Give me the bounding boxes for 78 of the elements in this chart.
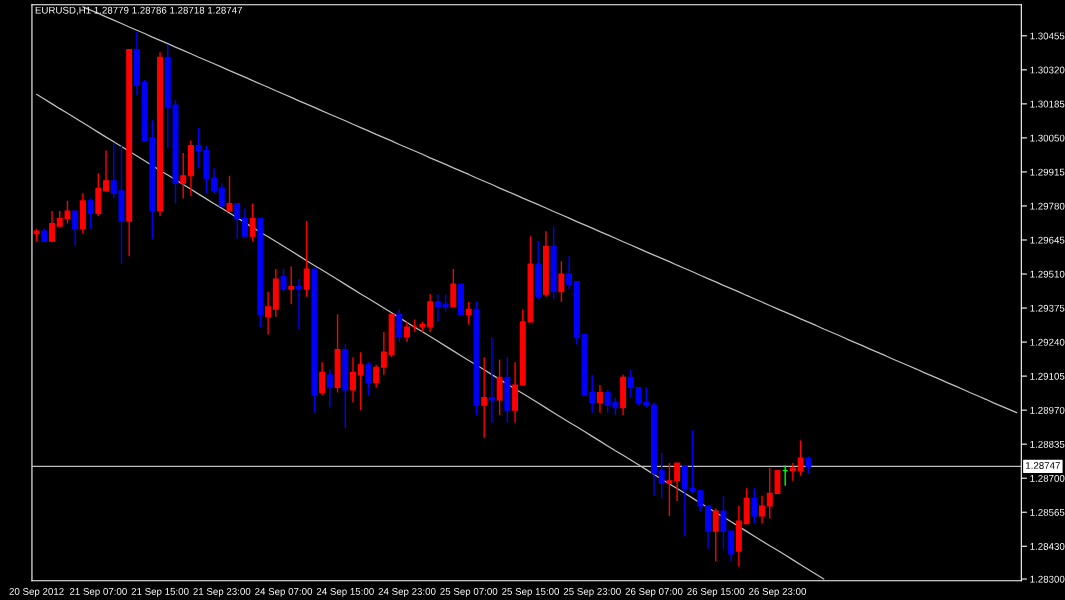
y-tick-label: 1.29510 [1030,270,1065,278]
candlestick [49,210,55,242]
candlestick [72,210,79,247]
y-tick-label: 1.29240 [1030,338,1065,346]
y-tick-label: 1.29105 [1030,372,1065,380]
candlestick [465,301,472,326]
candlestick [496,359,503,416]
candlestick [797,439,804,477]
candlestick [280,268,287,293]
candlestick [666,462,673,517]
candlestick [404,321,410,343]
candlestick [720,495,727,550]
candlestick [450,268,457,308]
candlestick [597,384,603,414]
x-tick-label: 21 Sep 15:00 [131,588,189,597]
y-tick-label: 1.30185 [1030,100,1065,108]
candlestick [380,331,387,376]
ref-line-label: 1.28747 [1026,462,1060,469]
candlestick [180,152,187,200]
y-tick-label: 1.28835 [1030,440,1065,448]
x-tick-label: 25 Sep 15:00 [502,588,560,597]
y-tick-label: 1.28565 [1030,508,1065,516]
x-tick-label: 21 Sep 07:00 [69,588,127,597]
candlestick [373,364,380,389]
candlestick [226,175,233,212]
y-tick-label: 1.30455 [1030,32,1065,40]
candlestick [712,507,719,563]
y-tick-label: 1.29375 [1030,304,1065,312]
candlestick [674,462,681,502]
candlestick [87,197,94,230]
x-tick-label: 26 Sep 07:00 [625,588,683,597]
candlestick [627,369,634,399]
candlestick [365,361,372,396]
x-tick-label: 21 Sep 23:00 [193,588,251,597]
y-tick-label: 1.28430 [1030,543,1065,550]
candlestick [728,530,735,563]
y-tick-label: 1.28970 [1030,406,1065,414]
y-tick-label: 1.29780 [1030,202,1065,210]
candlestick [481,356,488,439]
candlestick [350,356,356,404]
x-tick-label: 26 Sep 15:00 [687,588,745,597]
candlestick [242,207,248,237]
candlestick [396,308,403,343]
candlestick [434,293,441,323]
y-tick-label: 1.29915 [1030,168,1065,176]
candlestick [759,495,765,525]
candlestick [789,462,796,482]
candlestick [658,452,665,500]
candlestick [288,265,295,305]
x-tick-label: 24 Sep 23:00 [378,588,436,597]
candlestick [326,369,333,409]
y-tick-label: 1.28700 [1030,474,1065,482]
candlestick [566,255,573,290]
y-tick-label: 1.29645 [1030,236,1065,244]
y-tick-label: 1.30050 [1030,134,1065,142]
candlestick [103,149,109,192]
candlestick [249,202,256,242]
x-tick-label: 26 Sep 23:00 [749,588,807,597]
y-tick-label: 1.30320 [1030,66,1065,74]
y-tick-label: 1.28300 [1030,575,1065,583]
candlestick [211,167,218,195]
x-tick-label: 24 Sep 15:00 [316,588,374,597]
x-tick-label: 24 Sep 07:00 [255,588,313,597]
candlestick [751,487,758,525]
candlestick [296,278,302,331]
candlestick [234,202,241,240]
candlestick [218,182,225,207]
x-tick-label: 25 Sep 07:00 [440,588,498,597]
candlestick [558,260,565,303]
candlestick [488,336,495,424]
candlestick [681,464,688,537]
candlestick [303,220,310,298]
candlestick [357,351,364,411]
candlestick [319,361,326,396]
x-tick-label: 25 Sep 23:00 [563,588,621,597]
chart-title: EURUSD,H1 1.28779 1.28786 1.28718 1.28747 [35,6,242,15]
candlestick [265,290,272,336]
x-tick-label: 20 Sep 2012 [9,588,64,597]
